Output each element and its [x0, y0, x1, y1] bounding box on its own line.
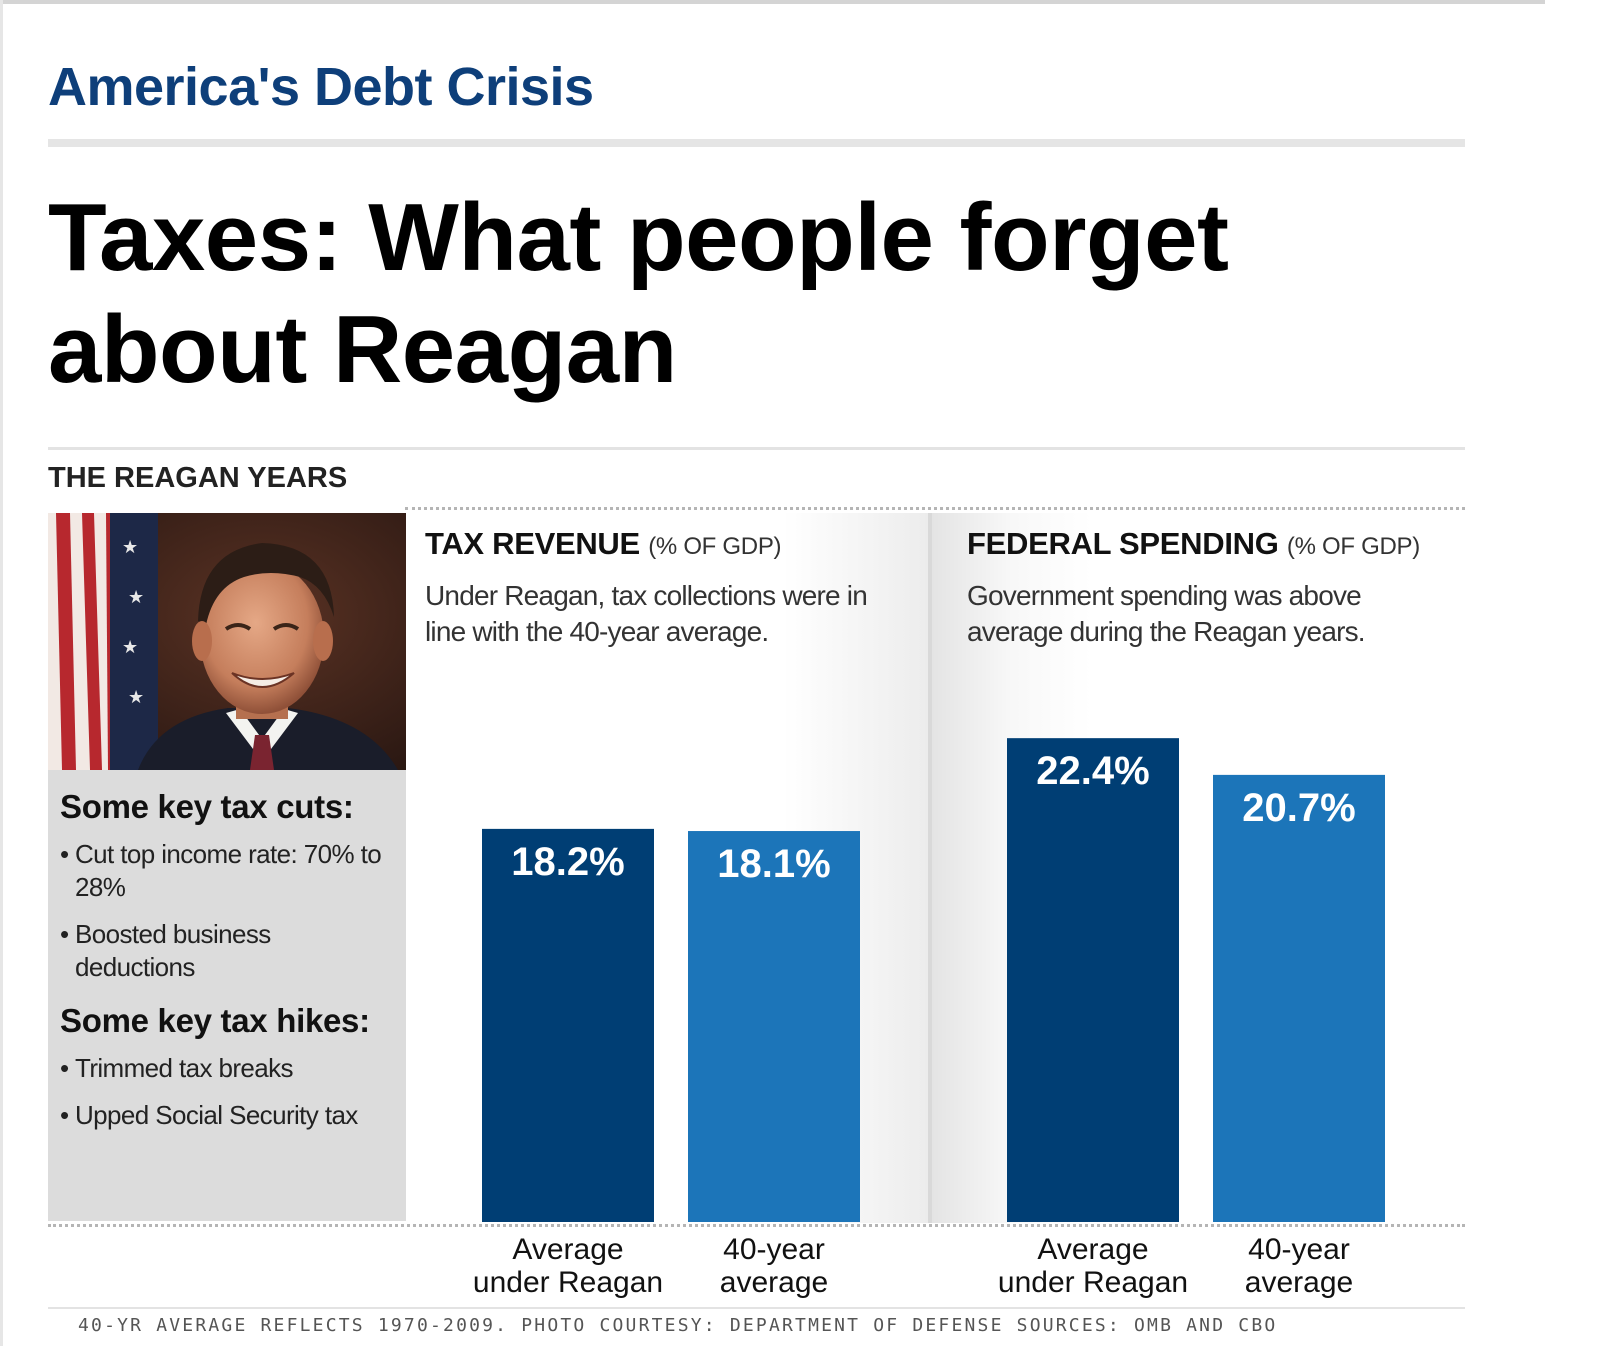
tax-cut-item: Cut top income rate: 70% to 28% — [60, 838, 390, 904]
tax-cut-item: Boosted business deductions — [60, 918, 390, 984]
tax-revenue-bar — [688, 831, 860, 1222]
headline: Taxes: What people forget about Reagan — [48, 184, 1229, 403]
federal-spending-description: Government spending was above average du… — [967, 580, 1366, 647]
category-label: under Reagan — [998, 1266, 1188, 1299]
federal-spending-title: FEDERAL SPENDING (% OF GDP) — [967, 526, 1420, 562]
tax-hike-item: Upped Social Security tax — [60, 1099, 390, 1132]
category-label: 40-year — [1248, 1233, 1350, 1266]
tax-revenue-title-text: TAX REVENUE — [425, 526, 640, 561]
federal-spending-unit: (% OF GDP) — [1286, 533, 1420, 560]
category-label: average — [720, 1266, 828, 1299]
section-divider — [48, 139, 1465, 147]
tax-changes-sidebar: Some key tax cuts: Cut top income rate: … — [48, 770, 406, 1221]
tax-revenue-title: TAX REVENUE (% OF GDP) — [425, 526, 782, 562]
federal-spending-bar — [1007, 738, 1179, 1222]
category-label: Average — [512, 1233, 623, 1266]
left-border — [0, 0, 3, 1346]
bar-value-label: 18.1% — [717, 842, 830, 886]
category-label: under Reagan — [473, 1266, 663, 1299]
tax-cuts-list: Cut top income rate: 70% to 28% Boosted … — [60, 838, 406, 984]
tax-revenue-bar — [482, 828, 654, 1222]
footer-divider — [48, 1307, 1465, 1309]
svg-text:★: ★ — [128, 587, 144, 608]
tax-hike-item: Trimmed tax breaks — [60, 1052, 390, 1085]
section-title[interactable]: America's Debt Crisis — [48, 57, 594, 117]
flag-icon: ★ ★ ★ ★ — [48, 513, 158, 770]
tax-revenue-description: Under Reagan, tax collections were in li… — [425, 580, 868, 647]
svg-text:★: ★ — [122, 537, 138, 558]
svg-text:★: ★ — [128, 687, 144, 708]
chart-baseline-dotted-line — [48, 1224, 1465, 1227]
category-label: Average — [1037, 1233, 1148, 1266]
reagan-portrait-photo: ★ ★ ★ ★ — [48, 513, 406, 770]
tax-hikes-list: Trimmed tax breaks Upped Social Security… — [60, 1052, 406, 1132]
reagan-portrait-illustration: ★ ★ ★ ★ — [48, 513, 406, 770]
bar-value-label: 18.2% — [511, 840, 624, 884]
federal-spending-bar — [1213, 774, 1385, 1222]
bar-value-label: 22.4% — [1036, 749, 1149, 793]
category-label: 40-year — [723, 1233, 825, 1266]
federal-spending-title-text: FEDERAL SPENDING — [967, 526, 1279, 561]
bar-value-label: 20.7% — [1242, 786, 1355, 830]
panel-divider — [928, 513, 932, 1223]
graphic-divider — [48, 447, 1465, 450]
top-border — [0, 0, 1545, 4]
tax-cuts-heading: Some key tax cuts: — [60, 788, 354, 825]
tax-revenue-unit: (% OF GDP) — [648, 533, 782, 560]
chart-top-dotted-line — [405, 507, 1465, 510]
tax-hikes-heading: Some key tax hikes: — [60, 1002, 370, 1039]
svg-text:★: ★ — [122, 637, 138, 658]
source-footnote: 40-YR AVERAGE REFLECTS 1970-2009. PHOTO … — [78, 1315, 1278, 1336]
category-label: average — [1245, 1266, 1353, 1299]
graphic-kicker: THE REAGAN YEARS — [48, 462, 348, 494]
